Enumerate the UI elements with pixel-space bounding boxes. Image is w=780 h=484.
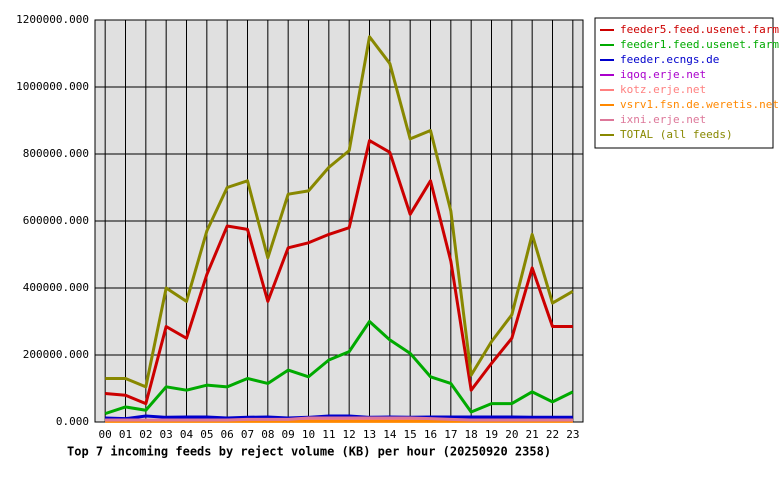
legend-box <box>594 17 774 149</box>
data-line <box>105 416 573 422</box>
x-tick-label: 13 <box>363 428 376 441</box>
chart-title: Top 7 incoming feeds by reject volume (K… <box>67 445 551 459</box>
data-line <box>105 414 573 421</box>
x-tick-label: 06 <box>221 428 234 441</box>
x-tick-label: 14 <box>383 428 397 441</box>
x-tick-label: 04 <box>180 428 194 441</box>
x-tick-label: 23 <box>566 428 579 441</box>
y-tick-label: 400000.000 <box>23 281 89 294</box>
x-tick-label: 15 <box>404 428 417 441</box>
x-tick-label: 11 <box>322 428 335 441</box>
y-tick-label: 600000.000 <box>23 214 89 227</box>
x-tick-label: 20 <box>505 428 518 441</box>
x-tick-label: 02 <box>139 428 152 441</box>
data-line <box>105 35 574 389</box>
x-tick-label: 00 <box>99 428 112 441</box>
y-tick-label: 800000.000 <box>23 147 89 160</box>
x-tick-label: 03 <box>160 428 173 441</box>
x-tick-label: 18 <box>465 428 478 441</box>
y-tick-label: 1000000.000 <box>16 80 89 93</box>
x-tick-label: 05 <box>200 428 213 441</box>
x-tick-label: 16 <box>424 428 437 441</box>
x-tick-label: 10 <box>302 428 315 441</box>
legend-label: iqoq.erje.net <box>620 68 706 81</box>
data-line <box>105 139 573 406</box>
legend-label: feeder5.feed.usenet.farm <box>620 23 779 36</box>
x-tick-label: 07 <box>241 428 254 441</box>
x-tick-label: 19 <box>485 428 498 441</box>
legend-label: ixni.erje.net <box>620 113 706 126</box>
data-line <box>104 320 574 416</box>
x-tick-label: 01 <box>119 428 132 441</box>
x-tick-label: 12 <box>343 428 356 441</box>
legend-label: feeder1.feed.usenet.farm <box>620 38 779 51</box>
y-tick-label: 200000.000 <box>23 348 89 361</box>
x-tick-label: 08 <box>261 428 274 441</box>
x-tick-label: 17 <box>444 428 457 441</box>
legend-label: kotz.erje.net <box>620 83 706 96</box>
legend-label: feeder.ecngs.de <box>620 53 719 66</box>
legend-label: vsrv1.fsn.de.weretis.net <box>620 98 779 111</box>
y-tick-label: 0.000 <box>56 415 89 428</box>
y-tick-label: 1200000.000 <box>16 13 89 26</box>
legend-label: TOTAL (all feeds) <box>620 128 733 141</box>
x-tick-label: 21 <box>526 428 539 441</box>
x-tick-label: 22 <box>546 428 559 441</box>
x-tick-label: 09 <box>282 428 295 441</box>
